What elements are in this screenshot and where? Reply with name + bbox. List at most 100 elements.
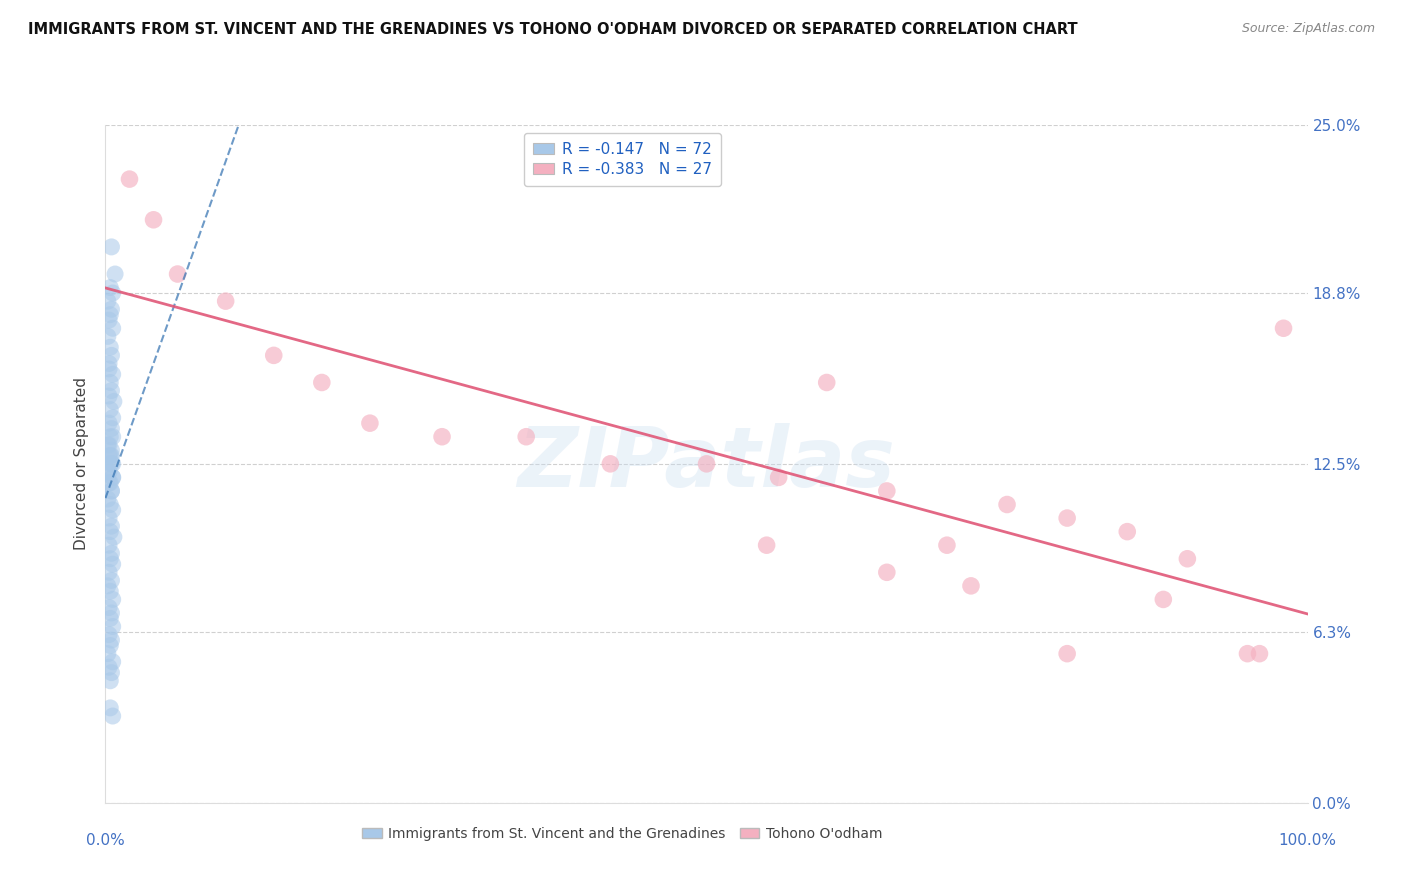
Point	[1152, 592, 1174, 607]
Point	[98, 511, 121, 525]
Point	[98, 475, 121, 490]
Point	[263, 348, 285, 362]
Point	[98, 362, 121, 376]
Point	[100, 457, 122, 471]
Point	[101, 619, 124, 633]
Point	[100, 483, 122, 498]
Point	[98, 313, 121, 327]
Point	[100, 633, 122, 648]
Point	[100, 574, 122, 588]
Point	[98, 376, 121, 390]
Point	[98, 449, 121, 463]
Point	[98, 308, 121, 322]
Point	[98, 465, 121, 479]
Point	[1175, 551, 1198, 566]
Point	[936, 538, 959, 552]
Legend: Immigrants from St. Vincent and the Grenadines, Tohono O'odham: Immigrants from St. Vincent and the Gren…	[357, 822, 889, 847]
Point	[995, 498, 1018, 512]
Point	[101, 470, 124, 484]
Point	[97, 465, 120, 479]
Point	[100, 443, 122, 458]
Point	[98, 389, 121, 403]
Point	[98, 280, 121, 294]
Point	[98, 660, 121, 674]
Y-axis label: Divorced or Separated: Divorced or Separated	[75, 377, 90, 550]
Point	[98, 551, 121, 566]
Point	[142, 212, 165, 227]
Point	[101, 592, 124, 607]
Point	[101, 655, 124, 669]
Point	[97, 647, 120, 661]
Point	[118, 172, 141, 186]
Point	[100, 606, 122, 620]
Point	[97, 579, 120, 593]
Point	[101, 557, 124, 571]
Point	[98, 402, 121, 417]
Point	[100, 449, 122, 463]
Point	[430, 430, 453, 444]
Point	[100, 665, 122, 680]
Point	[1272, 321, 1295, 335]
Point	[98, 438, 121, 452]
Point	[815, 376, 838, 390]
Point	[98, 566, 121, 580]
Point	[876, 566, 898, 580]
Text: 0.0%: 0.0%	[86, 833, 125, 848]
Point	[960, 579, 983, 593]
Point	[100, 240, 122, 254]
Point	[101, 709, 124, 723]
Point	[97, 294, 120, 309]
Point	[100, 421, 122, 435]
Point	[1236, 647, 1258, 661]
Point	[98, 449, 121, 463]
Point	[166, 267, 188, 281]
Point	[101, 470, 124, 484]
Point	[515, 430, 537, 444]
Point	[100, 348, 122, 362]
Point	[311, 376, 333, 390]
Text: ZIPatlas: ZIPatlas	[517, 424, 896, 504]
Point	[98, 457, 121, 471]
Point	[755, 538, 778, 552]
Text: IMMIGRANTS FROM ST. VINCENT AND THE GRENADINES VS TOHONO O'ODHAM DIVORCED OR SEP: IMMIGRANTS FROM ST. VINCENT AND THE GREN…	[28, 22, 1078, 37]
Point	[100, 384, 122, 398]
Point	[599, 457, 621, 471]
Point	[1056, 511, 1078, 525]
Text: 100.0%: 100.0%	[1278, 833, 1337, 848]
Point	[104, 267, 127, 281]
Point	[359, 416, 381, 430]
Point	[98, 701, 121, 715]
Point	[1249, 647, 1271, 661]
Point	[98, 357, 121, 371]
Point	[98, 498, 121, 512]
Point	[100, 302, 122, 317]
Point	[101, 457, 124, 471]
Point	[98, 611, 121, 625]
Point	[98, 600, 121, 615]
Point	[98, 639, 121, 653]
Point	[103, 530, 125, 544]
Point	[100, 519, 122, 533]
Point	[103, 394, 125, 409]
Point	[98, 628, 121, 642]
Point	[97, 438, 120, 452]
Point	[98, 340, 121, 354]
Point	[98, 475, 121, 490]
Point	[101, 410, 124, 425]
Point	[1056, 647, 1078, 661]
Point	[1116, 524, 1139, 539]
Point	[876, 483, 898, 498]
Point	[101, 368, 124, 382]
Point	[98, 430, 121, 444]
Point	[101, 503, 124, 517]
Point	[768, 470, 790, 484]
Point	[98, 524, 121, 539]
Point	[101, 285, 124, 300]
Point	[100, 546, 122, 560]
Point	[696, 457, 718, 471]
Point	[98, 416, 121, 430]
Point	[101, 321, 124, 335]
Point	[97, 492, 120, 507]
Point	[98, 673, 121, 688]
Text: Source: ZipAtlas.com: Source: ZipAtlas.com	[1241, 22, 1375, 36]
